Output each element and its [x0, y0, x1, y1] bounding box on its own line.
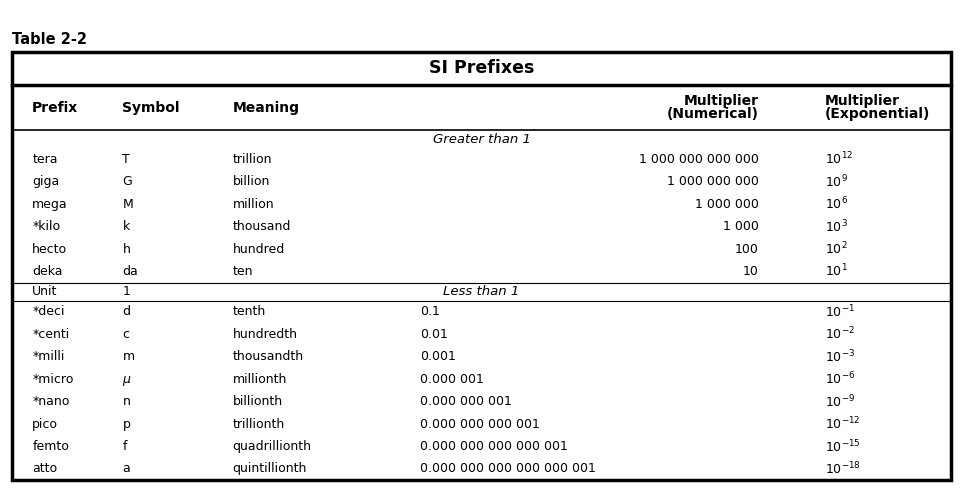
Text: ten: ten — [232, 265, 253, 278]
Text: T: T — [122, 153, 130, 166]
Text: $10^{2}$: $10^{2}$ — [824, 241, 847, 257]
Text: 10: 10 — [742, 265, 759, 278]
Text: G: G — [122, 175, 132, 188]
Text: deka: deka — [32, 265, 63, 278]
Text: *micro: *micro — [32, 373, 73, 386]
Text: thousandth: thousandth — [232, 350, 303, 363]
Text: Multiplier: Multiplier — [684, 94, 759, 109]
Text: tera: tera — [32, 153, 58, 166]
Text: 0.000 000 001: 0.000 000 001 — [421, 395, 512, 408]
Text: *deci: *deci — [32, 305, 65, 318]
Text: Less than 1: Less than 1 — [443, 285, 520, 298]
Text: 1: 1 — [122, 285, 130, 298]
Text: hecto: hecto — [32, 243, 67, 255]
Text: n: n — [122, 395, 130, 408]
Text: m: m — [122, 350, 135, 363]
Text: (Numerical): (Numerical) — [666, 107, 759, 121]
Text: $10^{-12}$: $10^{-12}$ — [824, 416, 860, 433]
Text: da: da — [122, 265, 139, 278]
Text: a: a — [122, 463, 130, 475]
Text: $10^{1}$: $10^{1}$ — [824, 263, 847, 280]
Text: 0.001: 0.001 — [421, 350, 456, 363]
Text: pico: pico — [32, 417, 58, 431]
Text: million: million — [232, 198, 274, 211]
Text: SI Prefixes: SI Prefixes — [429, 59, 534, 78]
Text: $10^{-1}$: $10^{-1}$ — [824, 303, 854, 320]
Text: 0.000 000 000 000 001: 0.000 000 000 000 001 — [421, 440, 568, 453]
Text: thousand: thousand — [232, 220, 291, 233]
Text: giga: giga — [32, 175, 60, 188]
Text: $10^{12}$: $10^{12}$ — [824, 151, 853, 167]
Text: f: f — [122, 440, 127, 453]
Text: quintillionth: quintillionth — [232, 463, 307, 475]
Text: 1 000 000 000: 1 000 000 000 — [667, 175, 759, 188]
Text: $10^{-15}$: $10^{-15}$ — [824, 438, 860, 455]
Text: $10^{-6}$: $10^{-6}$ — [824, 371, 855, 387]
Text: p: p — [122, 417, 130, 431]
Text: femto: femto — [32, 440, 69, 453]
Text: trillion: trillion — [232, 153, 272, 166]
Text: mega: mega — [32, 198, 67, 211]
Text: μ: μ — [122, 373, 130, 386]
Text: 100: 100 — [735, 243, 759, 255]
Text: *nano: *nano — [32, 395, 69, 408]
Text: M: M — [122, 198, 133, 211]
Text: millionth: millionth — [232, 373, 287, 386]
Text: Table 2-2: Table 2-2 — [12, 31, 87, 47]
Text: billion: billion — [232, 175, 270, 188]
Text: *milli: *milli — [32, 350, 65, 363]
Text: d: d — [122, 305, 130, 318]
Text: h: h — [122, 243, 130, 255]
Text: $10^{6}$: $10^{6}$ — [824, 196, 847, 213]
Text: 1 000 000 000 000: 1 000 000 000 000 — [638, 153, 759, 166]
Text: billionth: billionth — [232, 395, 282, 408]
Text: k: k — [122, 220, 130, 233]
Text: $10^{-2}$: $10^{-2}$ — [824, 326, 854, 343]
Text: atto: atto — [32, 463, 58, 475]
Text: $10^{9}$: $10^{9}$ — [824, 173, 847, 190]
Text: 0.01: 0.01 — [421, 328, 449, 341]
Text: Prefix: Prefix — [32, 101, 78, 115]
Text: *centi: *centi — [32, 328, 69, 341]
Text: 1 000: 1 000 — [723, 220, 759, 233]
Text: Symbol: Symbol — [122, 101, 180, 115]
Text: Multiplier: Multiplier — [824, 94, 899, 109]
Text: Meaning: Meaning — [232, 101, 299, 115]
Text: $10^{-9}$: $10^{-9}$ — [824, 393, 855, 410]
Text: *kilo: *kilo — [32, 220, 61, 233]
Text: 0.1: 0.1 — [421, 305, 440, 318]
Text: c: c — [122, 328, 129, 341]
Text: hundredth: hundredth — [232, 328, 298, 341]
Text: $10^{3}$: $10^{3}$ — [824, 218, 847, 235]
Text: Unit: Unit — [32, 285, 58, 298]
Text: $10^{-18}$: $10^{-18}$ — [824, 461, 861, 477]
Text: $10^{-3}$: $10^{-3}$ — [824, 349, 855, 365]
Text: hundred: hundred — [232, 243, 285, 255]
Text: quadrillionth: quadrillionth — [232, 440, 311, 453]
Text: trillionth: trillionth — [232, 417, 285, 431]
Text: 0.000 001: 0.000 001 — [421, 373, 484, 386]
Text: 0.000 000 000 000 000 001: 0.000 000 000 000 000 001 — [421, 463, 596, 475]
Text: (Exponential): (Exponential) — [824, 107, 930, 121]
Text: tenth: tenth — [232, 305, 266, 318]
Text: 1 000 000: 1 000 000 — [695, 198, 759, 211]
Text: 0.000 000 000 001: 0.000 000 000 001 — [421, 417, 540, 431]
Text: Greater than 1: Greater than 1 — [432, 133, 531, 145]
